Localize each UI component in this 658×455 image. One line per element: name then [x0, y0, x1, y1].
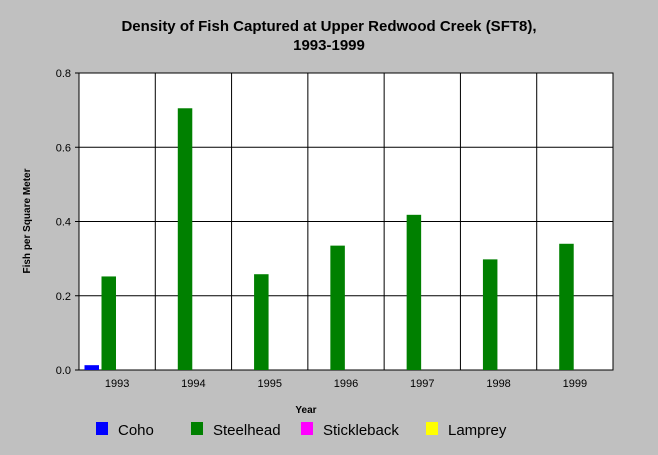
bar-steelhead-1993 — [101, 276, 116, 370]
x-axis-label: Year — [295, 405, 316, 416]
bar-steelhead-1997 — [406, 214, 422, 370]
x-tick-label: 1996 — [334, 378, 358, 390]
legend-label-stickleback: Stickleback — [323, 422, 399, 439]
x-tick-label: 1999 — [563, 378, 587, 390]
x-tick-label: 1995 — [257, 378, 281, 390]
bars — [84, 108, 574, 371]
bar-steelhead-1999 — [559, 243, 574, 370]
bar-steelhead-1995 — [254, 274, 269, 370]
bar-coho-1993 — [84, 365, 99, 370]
x-axis-ticks: 1993 1994 1995 1996 1997 1998 1999 — [105, 378, 587, 390]
y-tick-label: 0.2 — [56, 291, 71, 303]
y-tick-label: 0.8 — [56, 68, 71, 80]
legend-swatch-steelhead — [191, 422, 203, 435]
legend-swatch-coho — [96, 422, 108, 435]
chart-title-line-1: Density of Fish Captured at Upper Redwoo… — [121, 18, 536, 35]
legend-swatch-lamprey — [426, 422, 438, 435]
x-tick-label: 1993 — [105, 378, 129, 390]
y-tick-label: 0.6 — [56, 142, 71, 154]
x-tick-label: 1994 — [181, 378, 205, 390]
chart-title-line-2: 1993-1999 — [293, 37, 365, 54]
x-tick-label: 1998 — [486, 378, 510, 390]
y-axis-ticks: 0.0 0.2 0.4 0.6 0.8 — [56, 68, 79, 377]
grid — [79, 72, 613, 371]
y-tick-label: 0.0 — [56, 365, 71, 377]
bar-steelhead-1994 — [177, 108, 193, 371]
legend-label-coho: Coho — [118, 422, 154, 439]
legend: Coho Steelhead Stickleback Lamprey — [96, 422, 507, 439]
legend-label-lamprey: Lamprey — [448, 422, 507, 439]
legend-label-steelhead: Steelhead — [213, 422, 281, 439]
legend-swatch-stickleback — [301, 422, 313, 435]
bar-steelhead-1996 — [330, 245, 345, 370]
x-tick-label: 1997 — [410, 378, 434, 390]
y-tick-label: 0.4 — [56, 217, 71, 229]
y-axis-label: Fish per Square Meter — [22, 168, 33, 273]
bar-steelhead-1998 — [482, 259, 498, 370]
